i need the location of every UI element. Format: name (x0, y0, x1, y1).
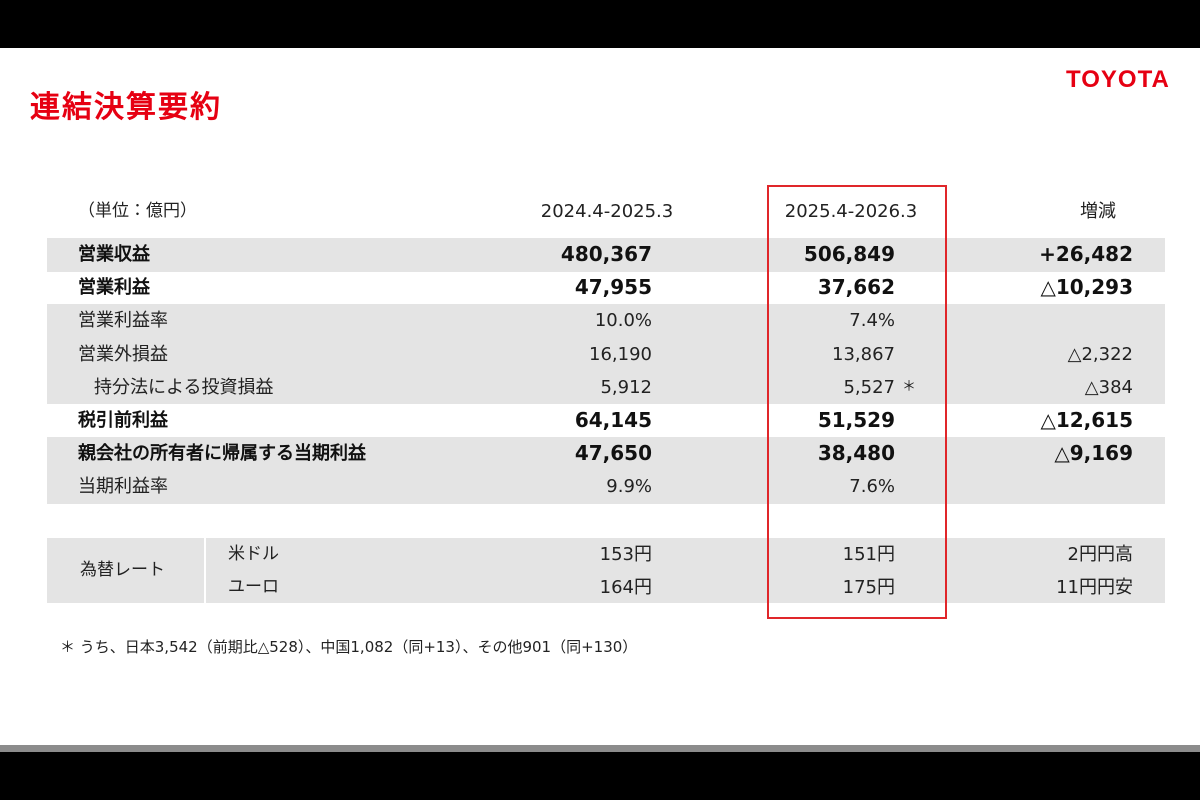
highlight-box (767, 185, 947, 619)
cell: △9,169 (1054, 441, 1133, 466)
row-label: 営業収益 (78, 244, 150, 265)
note-mark: ＊ (902, 378, 916, 395)
cell: 5,527 (843, 376, 895, 398)
bottom-rule (0, 745, 1200, 752)
cell: 7.4% (849, 310, 895, 332)
cell: 51,529 (817, 408, 895, 432)
row-band (47, 238, 1165, 272)
row-band (47, 437, 1165, 471)
cell: 175円 (842, 576, 895, 598)
unit-label: （単位：億円） (78, 201, 197, 221)
fx-row-label: ユーロ (228, 576, 279, 597)
row-label: 営業外損益 (78, 343, 168, 365)
row-label: 親会社の所有者に帰属する当期利益 (78, 443, 366, 465)
cell: 37,662 (817, 275, 895, 300)
title: 連結決算要約 (30, 90, 222, 125)
cell: 2円円高 (1067, 544, 1133, 565)
column-header: 増減 (1080, 201, 1116, 222)
row-label: 当期利益率 (78, 476, 168, 498)
cell: 16,190 (589, 343, 652, 365)
fx-separator (204, 538, 206, 603)
row-band (47, 470, 1165, 505)
cell: 13,867 (832, 343, 895, 365)
row-band (47, 370, 1165, 405)
cell: △2,322 (1067, 343, 1133, 365)
fx-label: 為替レート (80, 560, 165, 580)
cell: △384 (1084, 376, 1133, 398)
row-label: 税引前利益 (78, 410, 168, 431)
row-band (47, 337, 1165, 372)
cell: △10,293 (1040, 275, 1133, 300)
cell: 7.6% (849, 476, 895, 498)
cell: 47,650 (574, 441, 652, 466)
cell: 10.0% (594, 310, 652, 332)
cell: 38,480 (817, 441, 895, 466)
cell: 506,849 (803, 242, 895, 266)
row-label: 持分法による投資損益 (94, 376, 274, 398)
row-label: 営業利益率 (78, 310, 168, 332)
cell: 153円 (599, 544, 652, 565)
row-band (47, 304, 1165, 339)
cell: 480,367 (560, 242, 652, 266)
cell: 9.9% (606, 476, 652, 498)
fx-row-label: 米ドル (228, 544, 279, 564)
cell: 151円 (842, 544, 895, 565)
cell: 47,955 (574, 275, 652, 300)
column-header: 2024.4-2025.3 (540, 201, 674, 222)
cell: △12,615 (1040, 408, 1133, 432)
cell: 164円 (599, 576, 652, 598)
cell: 5,912 (600, 376, 652, 398)
cell: 64,145 (574, 408, 652, 432)
row-label: 営業利益 (78, 277, 150, 299)
cell: +26,482 (1039, 242, 1133, 266)
logo: TOYOTA (1066, 66, 1170, 93)
column-header: 2025.4-2026.3 (784, 201, 918, 222)
footnote: ＊ うち、日本3,542（前期比△528）、中国1,082（同+13）、その他9… (60, 638, 638, 656)
fx-band (47, 538, 1165, 603)
cell: 11円円安 (1056, 576, 1133, 598)
